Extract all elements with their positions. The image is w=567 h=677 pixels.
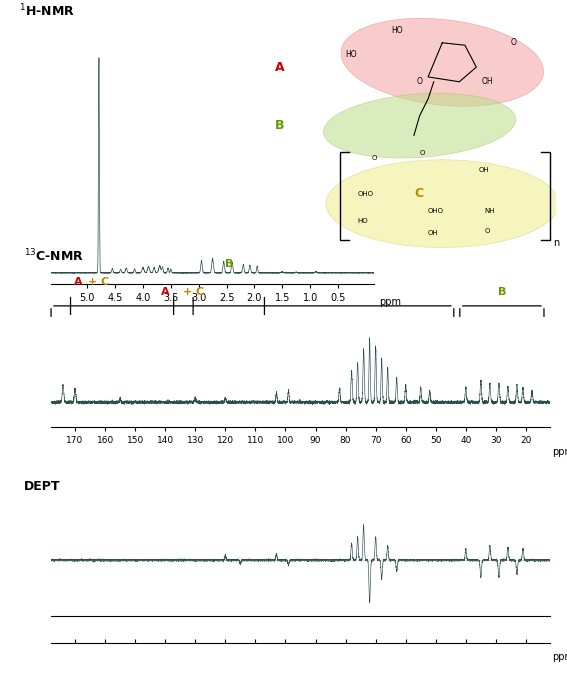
Ellipse shape bbox=[324, 93, 515, 158]
Text: NH: NH bbox=[485, 209, 496, 215]
Text: ppm: ppm bbox=[379, 297, 401, 307]
Text: n: n bbox=[553, 238, 559, 248]
Text: O: O bbox=[417, 77, 422, 86]
Text: + C: + C bbox=[183, 287, 205, 297]
Text: O: O bbox=[510, 39, 516, 47]
Text: OHO: OHO bbox=[428, 209, 444, 215]
Text: OH: OH bbox=[428, 230, 439, 236]
Text: O: O bbox=[485, 228, 490, 234]
Text: ppm: ppm bbox=[552, 447, 567, 456]
Text: OHO: OHO bbox=[357, 192, 373, 197]
Text: O: O bbox=[371, 155, 376, 160]
Ellipse shape bbox=[341, 18, 544, 106]
Text: + C: + C bbox=[88, 277, 109, 287]
Text: $^{1}$H-NMR: $^{1}$H-NMR bbox=[19, 3, 75, 20]
Text: B: B bbox=[225, 259, 233, 269]
Text: $^{13}$C-NMR: $^{13}$C-NMR bbox=[24, 248, 84, 265]
Text: HO: HO bbox=[391, 26, 403, 35]
Text: OH: OH bbox=[482, 77, 493, 86]
Text: C: C bbox=[414, 188, 423, 200]
Text: OH: OH bbox=[479, 167, 490, 173]
Text: B: B bbox=[275, 119, 285, 132]
Text: B: B bbox=[498, 287, 506, 297]
Text: ppm: ppm bbox=[552, 652, 567, 661]
Text: DEPT: DEPT bbox=[24, 480, 60, 493]
Text: A: A bbox=[161, 287, 170, 297]
Text: O: O bbox=[420, 150, 425, 156]
Text: A: A bbox=[74, 277, 82, 287]
Text: HO: HO bbox=[346, 51, 357, 60]
Text: HO: HO bbox=[357, 218, 368, 224]
Text: A: A bbox=[275, 61, 285, 74]
Ellipse shape bbox=[326, 160, 558, 248]
